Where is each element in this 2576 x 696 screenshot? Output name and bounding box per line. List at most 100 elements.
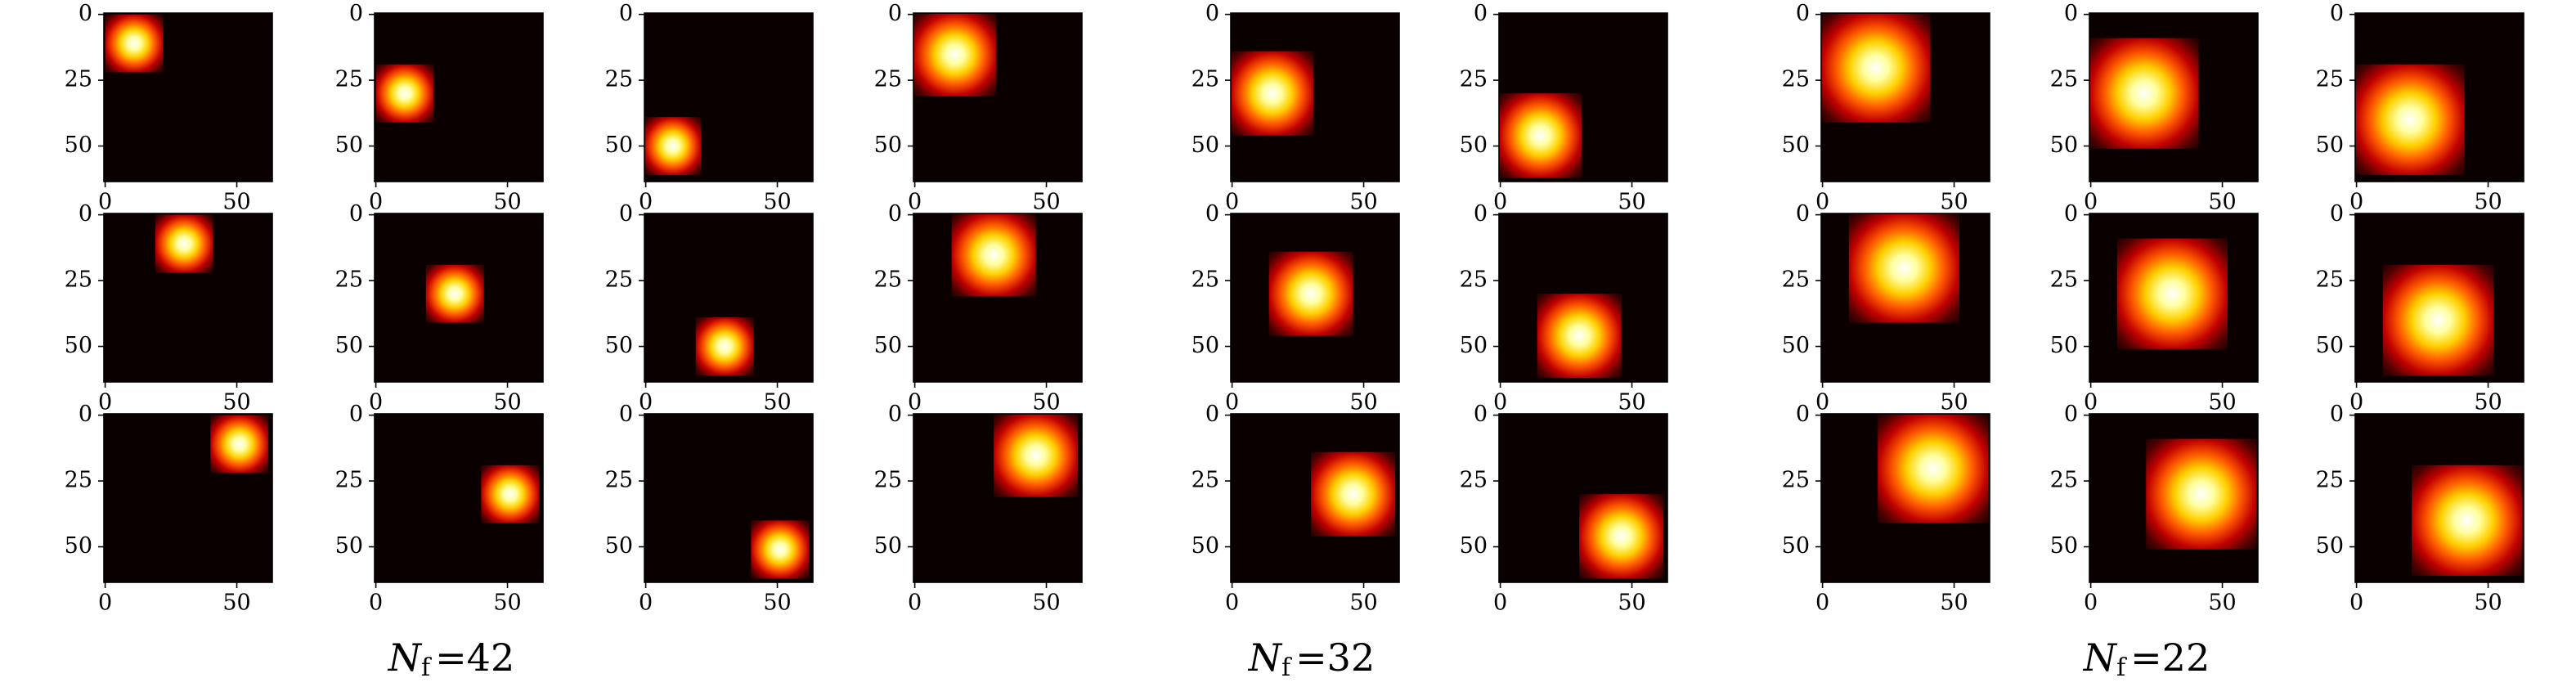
y-tick-label: 25 [65,468,92,493]
label-symbol: N [1248,635,1283,680]
y-tick-label: 25 [1782,267,1810,293]
y-tick-label: 25 [335,267,363,293]
y-tick-label: 50 [65,533,92,559]
panel-frame [1820,213,1990,383]
blob [644,117,702,175]
x-tick-label: 50 [493,190,521,215]
y-tick-label: 25 [874,67,902,92]
heatmap-panel: 0 25 50 0 50 [1782,402,1990,616]
x-tick-label: 0 [1225,190,1239,215]
x-tick-label: 50 [1032,190,1060,215]
x-tick-label: 50 [763,190,791,215]
blob [481,465,540,523]
y-tick-label: 0 [1474,201,1488,227]
panel-frame [2354,413,2524,583]
y-tick-label: 50 [1192,333,1219,358]
heatmap-panel: 0 25 50 0 50 [874,1,1083,215]
x-tick-label: 50 [2208,590,2236,616]
y-tick-label: 0 [1796,1,1810,26]
y-tick-label: 25 [335,67,363,92]
y-tick-label: 25 [2316,67,2344,92]
x-tick-label: 0 [2349,590,2363,616]
y-tick-label: 50 [1192,533,1219,559]
x-tick-label: 50 [1349,190,1377,215]
y-tick-label: 25 [1782,67,1810,92]
heatmap-panel: 0 25 50 0 50 [605,1,814,215]
y-tick-label: 0 [888,402,902,427]
blob [210,415,269,474]
blob [2412,465,2523,576]
heatmap-panel: 0 25 50 0 50 [1782,1,1990,215]
y-tick-label: 0 [888,201,902,227]
y-tick-label: 0 [2064,402,2078,427]
y-tick-label: 50 [874,132,902,158]
y-tick-label: 25 [335,468,363,493]
panel-frame [374,213,544,383]
x-tick-label: 50 [1940,590,1968,616]
x-tick-label: 50 [763,390,791,415]
y-tick-label: 0 [79,402,92,427]
y-tick-label: 50 [605,333,633,358]
heatmap-panel: 0 25 50 0 50 [1460,402,1668,616]
x-tick-label: 50 [1032,590,1060,616]
heatmap-panel: 0 25 50 0 50 [65,402,273,616]
blob [1579,494,1664,579]
y-tick-label: 0 [1474,402,1488,427]
x-tick-label: 0 [639,590,653,616]
y-tick-label: 50 [605,132,633,158]
group-label: Nf =42 [388,635,514,682]
y-tick-label: 50 [65,333,92,358]
x-tick-label: 50 [222,390,250,415]
y-tick-label: 25 [2050,267,2078,293]
y-tick-label: 0 [1205,1,1219,26]
x-tick-label: 50 [2208,390,2236,415]
x-tick-label: 0 [98,590,112,616]
panel-frame [374,12,544,182]
y-tick-label: 25 [1782,468,1810,493]
label-subscript: f [1281,653,1292,682]
heatmap-panel: 0 25 50 0 50 [65,1,273,215]
y-tick-label: 50 [1460,132,1488,158]
y-tick-label: 25 [65,67,92,92]
group-label: Nf =22 [2083,635,2210,682]
panel-frame [913,12,1083,182]
y-tick-label: 50 [1460,333,1488,358]
x-tick-label: 50 [222,190,250,215]
y-tick-label: 0 [2330,201,2344,227]
blob [1878,414,1989,523]
x-tick-label: 0 [908,190,922,215]
y-tick-label: 50 [335,132,363,158]
blob [751,520,810,579]
heatmap-panel: 0 25 50 0 50 [874,402,1083,616]
blob [2355,64,2465,175]
heatmap-panel: 0 25 50 0 50 [1192,402,1400,616]
heatmap-panel: 0 25 50 0 50 [2316,402,2524,616]
heatmap-panel: 0 25 50 0 50 [1782,201,1990,415]
x-tick-label: 0 [98,390,112,415]
y-tick-label: 25 [1460,267,1488,293]
y-tick-label: 0 [2330,1,2344,26]
y-tick-label: 50 [335,333,363,358]
x-tick-label: 0 [908,390,922,415]
y-tick-label: 50 [2050,533,2078,559]
x-tick-label: 0 [639,190,653,215]
label-symbol: N [2083,635,2118,680]
panel-frame [1230,213,1400,383]
y-tick-label: 25 [1192,267,1219,293]
y-tick-label: 0 [888,1,902,26]
blob [913,13,997,97]
blob [155,214,213,273]
y-tick-label: 50 [1782,132,1810,158]
x-tick-label: 0 [369,190,383,215]
y-tick-label: 0 [349,402,363,427]
blob [1821,13,1931,123]
panel-frame [2089,12,2259,182]
x-tick-label: 50 [1032,390,1060,415]
x-tick-label: 0 [908,590,922,616]
x-tick-label: 0 [98,190,112,215]
panel-frame [2354,12,2524,182]
x-tick-label: 50 [493,390,521,415]
x-tick-label: 50 [1618,190,1645,215]
heatmap-panel: 0 25 50 0 50 [2316,201,2524,415]
x-tick-label: 0 [2084,590,2098,616]
